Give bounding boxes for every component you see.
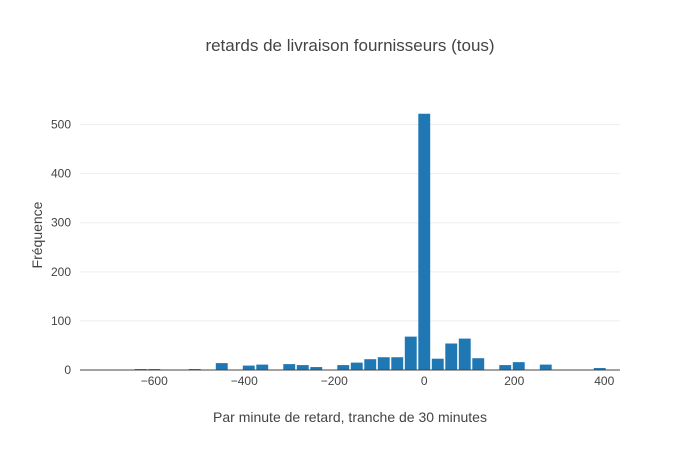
bar xyxy=(296,365,309,370)
bar xyxy=(283,364,296,370)
y-tick-label: 300 xyxy=(51,216,71,230)
bars xyxy=(80,113,620,370)
y-tick-label: 400 xyxy=(51,167,71,181)
x-axis-title: Par minute de retard, tranche de 30 minu… xyxy=(213,409,487,425)
bar xyxy=(445,343,458,370)
y-tick-label: 500 xyxy=(51,118,71,132)
bar xyxy=(472,358,485,370)
bar xyxy=(256,364,269,370)
bar xyxy=(431,358,444,370)
bar xyxy=(391,357,404,370)
bar xyxy=(404,336,417,370)
x-tick-label: 0 xyxy=(421,374,428,388)
chart-title: retards de livraison fournisseurs (tous) xyxy=(205,36,494,55)
x-tick-label: 400 xyxy=(594,374,614,388)
bar xyxy=(512,362,525,370)
y-tick-label: 100 xyxy=(51,314,71,328)
bar xyxy=(377,357,390,370)
x-tick-label: −400 xyxy=(231,374,258,388)
x-tick-label: 200 xyxy=(504,374,524,388)
bar xyxy=(539,364,552,370)
bar xyxy=(364,359,377,370)
bar xyxy=(337,365,350,370)
bar xyxy=(418,113,431,370)
y-tick-label: 0 xyxy=(64,363,71,377)
bar xyxy=(593,368,606,370)
y-tick-label: 200 xyxy=(51,265,71,279)
x-tick-label: −200 xyxy=(321,374,348,388)
y-axis-title: Fréquence xyxy=(29,201,45,268)
bar xyxy=(350,362,363,370)
bar xyxy=(215,363,228,370)
x-tick-label: −600 xyxy=(141,374,168,388)
bar xyxy=(310,367,323,370)
y-tick-labels: 0 100 200 300 400 500 xyxy=(51,118,71,377)
x-tick-labels: −600 −400 −200 0 200 400 xyxy=(141,374,615,388)
y-gridlines xyxy=(80,124,620,322)
bar xyxy=(458,338,471,370)
bar xyxy=(242,365,255,370)
bar xyxy=(499,365,512,370)
